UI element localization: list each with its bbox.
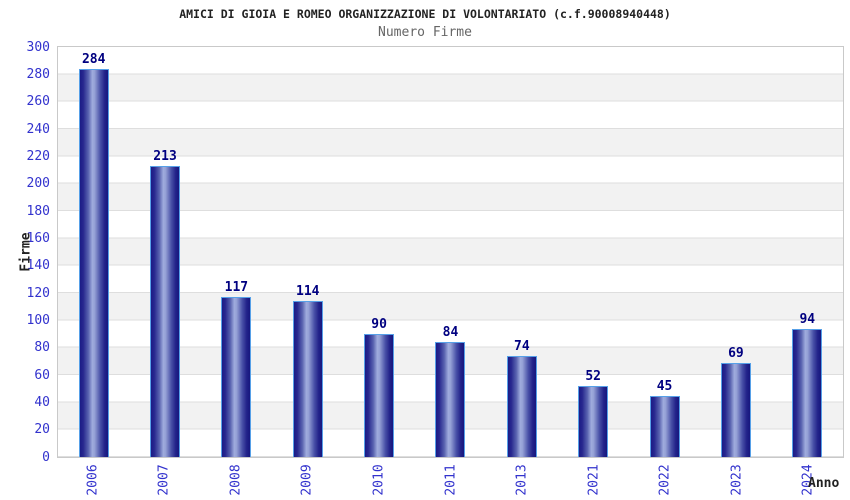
- bar-value-label: 45: [656, 378, 673, 394]
- y-tick-label: 180: [26, 204, 50, 219]
- y-tick-label: 80: [34, 340, 50, 355]
- x-tick-slot: 2022: [629, 458, 701, 500]
- bar-value-label: 117: [224, 280, 249, 296]
- bars: 284 213 117 114 90 84 74 52 45 69 94: [58, 47, 843, 457]
- y-tick-label: 140: [26, 258, 50, 273]
- x-tick-slot: 2021: [558, 458, 630, 500]
- y-tick-label: 260: [26, 94, 50, 109]
- x-tick-label: 2008: [228, 464, 244, 496]
- bar-value-label: 84: [442, 325, 459, 341]
- bar: [720, 362, 751, 457]
- x-tick-label: 2010: [371, 464, 387, 496]
- bar-slot: 84: [415, 47, 486, 457]
- bar-value-label: 94: [799, 311, 816, 327]
- bar: [364, 334, 395, 457]
- x-tick-slot: 2011: [415, 458, 487, 500]
- y-tick-label: 0: [42, 450, 50, 465]
- x-tick-label: 2011: [443, 464, 458, 496]
- x-tick-slot: 2023: [701, 458, 773, 500]
- bar-value-label: 284: [81, 51, 106, 67]
- bar: [150, 165, 181, 457]
- x-tick-slot: 2013: [486, 458, 558, 500]
- bar: [292, 301, 323, 457]
- x-tick-slot: 2009: [272, 458, 344, 500]
- y-tick-label: 160: [26, 231, 50, 246]
- bar-slot: 213: [129, 47, 200, 457]
- bar: [435, 342, 466, 457]
- x-tick-label: 2013: [514, 464, 530, 496]
- bar-value-label: 52: [585, 368, 602, 384]
- bar-slot: 45: [629, 47, 700, 457]
- x-tick-label: 2022: [657, 464, 673, 496]
- x-tick-label: 2023: [729, 464, 745, 496]
- x-axis-ticks: 2006 2007 2008 2009 2010 2011 2013 2021 2022 2023…: [57, 458, 844, 500]
- x-tick-label: 2009: [299, 464, 315, 496]
- y-axis-title: Firme: [18, 232, 34, 272]
- x-tick-slot: 2008: [200, 458, 272, 500]
- y-tick-label: 240: [26, 122, 50, 137]
- bar-slot: 90: [343, 47, 414, 457]
- x-tick-slot: 2007: [129, 458, 201, 500]
- bar: [506, 355, 537, 457]
- bar: [792, 328, 823, 457]
- y-tick-label: 60: [34, 368, 50, 383]
- bar: [578, 385, 609, 457]
- y-tick-label: 220: [26, 149, 50, 164]
- x-tick-label: 2021: [586, 464, 602, 496]
- bar-slot: 52: [558, 47, 629, 457]
- bar-value-label: 90: [371, 317, 387, 332]
- y-tick-label: 40: [34, 395, 50, 410]
- bar: [649, 395, 680, 457]
- y-tick-label: 20: [34, 422, 50, 437]
- bar: [78, 68, 109, 457]
- x-tick-slot: 2010: [343, 458, 415, 500]
- bar-slot: 94: [772, 47, 843, 457]
- y-tick-label: 120: [26, 286, 50, 301]
- bar-slot: 117: [201, 47, 272, 457]
- bar-value-label: 114: [296, 284, 320, 300]
- y-tick-label: 300: [26, 40, 50, 55]
- chart-title: AMICI DI GIOIA E ROMEO ORGANIZZAZIONE DI…: [179, 7, 671, 21]
- bar-value-label: 69: [728, 345, 744, 361]
- bar-slot: 74: [486, 47, 557, 457]
- x-tick-slot: 2006: [57, 458, 129, 500]
- y-tick-label: 100: [26, 313, 50, 328]
- bar-value-label: 74: [514, 338, 530, 354]
- bar-slot: 114: [272, 47, 343, 457]
- bar-value-label: 213: [153, 148, 177, 164]
- y-tick-label: 280: [26, 67, 50, 82]
- plot-area: 284 213 117 114 90 84 74 52 45 69 94: [57, 46, 844, 458]
- y-tick-label: 200: [26, 176, 50, 191]
- chart-subtitle: Numero Firme: [378, 25, 472, 40]
- bar-slot: 284: [58, 47, 129, 457]
- x-tick-label: 2006: [85, 464, 101, 496]
- x-axis-title: Anno: [808, 476, 840, 491]
- bar: [221, 297, 252, 457]
- x-tick-label: 2007: [156, 464, 172, 496]
- bar-slot: 69: [700, 47, 771, 457]
